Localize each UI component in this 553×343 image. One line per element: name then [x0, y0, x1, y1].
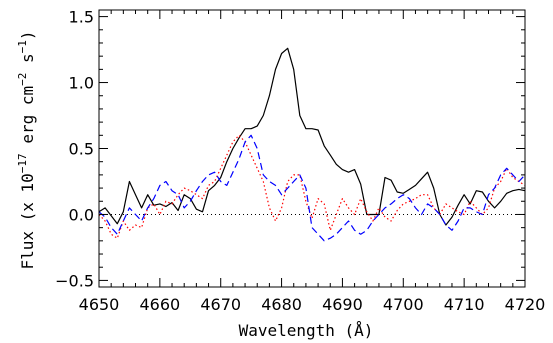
- ticks-layer: [98, 10, 526, 287]
- y-tick-label: −0.5: [55, 271, 94, 290]
- series-line-dotted: [98, 134, 526, 239]
- x-tick-label: 4650: [79, 295, 120, 314]
- plot-frame: [98, 9, 526, 288]
- y-axis-label: Flux (x 10−17 erg cm−2 s−1): [16, 30, 37, 269]
- x-tick-label: 4670: [200, 295, 241, 314]
- x-tick-label: 4690: [322, 295, 363, 314]
- y-tick-label: 0.5: [69, 140, 94, 159]
- series-line-solid: [98, 47, 526, 226]
- y-label-mid2: s: [18, 53, 37, 72]
- y-label-suffix: ): [18, 30, 37, 40]
- y-label-exp3: −1: [16, 40, 29, 53]
- x-tick-label: 4710: [444, 295, 485, 314]
- x-tick-label: 4720: [505, 295, 546, 314]
- x-tick-label: 4680: [261, 295, 302, 314]
- x-axis-label: Wavelength (Å): [239, 321, 374, 340]
- y-tick-labels: −0.5 0.0 0.5 1.0 1.5: [55, 8, 94, 291]
- y-tick-label: 1.0: [69, 74, 94, 93]
- series-line-dashed: [98, 134, 526, 242]
- series-layer: [98, 47, 526, 242]
- x-tick-label: 4660: [139, 295, 180, 314]
- y-label-exp1: −17: [16, 153, 29, 173]
- x-tick-labels: 4650 4660 4670 4680 4690 4700 4710 4720: [79, 295, 546, 314]
- x-tick-label: 4700: [383, 295, 424, 314]
- y-label-exp2: −2: [16, 73, 29, 86]
- y-tick-label: 1.5: [69, 8, 94, 27]
- y-tick-label: 0.0: [69, 205, 94, 224]
- y-label-prefix: Flux (x 10: [18, 173, 37, 269]
- y-label-mid: erg cm: [18, 86, 37, 153]
